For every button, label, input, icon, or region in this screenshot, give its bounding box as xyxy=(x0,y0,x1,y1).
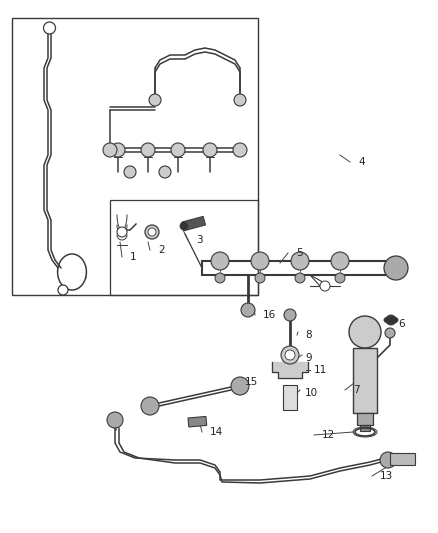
Circle shape xyxy=(43,22,56,34)
Circle shape xyxy=(234,94,246,106)
Circle shape xyxy=(124,166,136,178)
Text: 1: 1 xyxy=(130,252,137,262)
Text: 3: 3 xyxy=(196,235,203,245)
Circle shape xyxy=(385,328,395,338)
Circle shape xyxy=(231,377,249,395)
Text: 4: 4 xyxy=(358,157,364,167)
Circle shape xyxy=(111,143,125,157)
Text: 10: 10 xyxy=(305,388,318,398)
Circle shape xyxy=(291,252,309,270)
Circle shape xyxy=(215,273,225,283)
Circle shape xyxy=(255,273,265,283)
Circle shape xyxy=(211,252,229,270)
Bar xyxy=(110,200,258,295)
Bar xyxy=(188,416,207,427)
Bar xyxy=(390,453,415,465)
Text: 15: 15 xyxy=(245,377,258,387)
Circle shape xyxy=(349,316,381,348)
Circle shape xyxy=(281,346,299,364)
Circle shape xyxy=(233,143,247,157)
Circle shape xyxy=(149,94,161,106)
Text: 2: 2 xyxy=(158,245,165,255)
Circle shape xyxy=(380,452,396,468)
Circle shape xyxy=(145,225,159,239)
Circle shape xyxy=(103,143,117,157)
Circle shape xyxy=(203,143,217,157)
Circle shape xyxy=(141,397,159,415)
Polygon shape xyxy=(272,362,308,378)
Text: 8: 8 xyxy=(305,330,311,340)
Bar xyxy=(360,425,370,431)
Circle shape xyxy=(117,227,127,237)
Circle shape xyxy=(107,412,123,428)
Circle shape xyxy=(241,303,255,317)
Circle shape xyxy=(331,252,349,270)
Circle shape xyxy=(251,252,269,270)
Circle shape xyxy=(295,273,305,283)
Text: 16: 16 xyxy=(263,310,276,320)
Circle shape xyxy=(141,143,155,157)
Circle shape xyxy=(285,350,295,360)
Circle shape xyxy=(284,309,296,321)
Text: 5: 5 xyxy=(296,248,303,258)
Text: 6: 6 xyxy=(398,319,405,329)
Circle shape xyxy=(384,256,408,280)
Text: 11: 11 xyxy=(314,365,327,375)
Circle shape xyxy=(148,228,156,236)
Circle shape xyxy=(159,166,171,178)
Text: 14: 14 xyxy=(210,427,223,437)
Text: 12: 12 xyxy=(322,430,335,440)
Circle shape xyxy=(320,281,330,291)
Ellipse shape xyxy=(384,317,398,324)
Text: 9: 9 xyxy=(305,353,311,363)
Bar xyxy=(353,348,377,413)
Text: 13: 13 xyxy=(380,471,393,481)
Bar xyxy=(182,216,205,231)
Circle shape xyxy=(171,143,185,157)
Circle shape xyxy=(335,273,345,283)
Bar xyxy=(357,413,373,425)
Bar xyxy=(12,18,258,295)
Circle shape xyxy=(58,285,68,295)
Bar xyxy=(283,385,297,410)
Circle shape xyxy=(386,315,396,325)
Circle shape xyxy=(180,222,188,230)
Text: 7: 7 xyxy=(353,385,360,395)
